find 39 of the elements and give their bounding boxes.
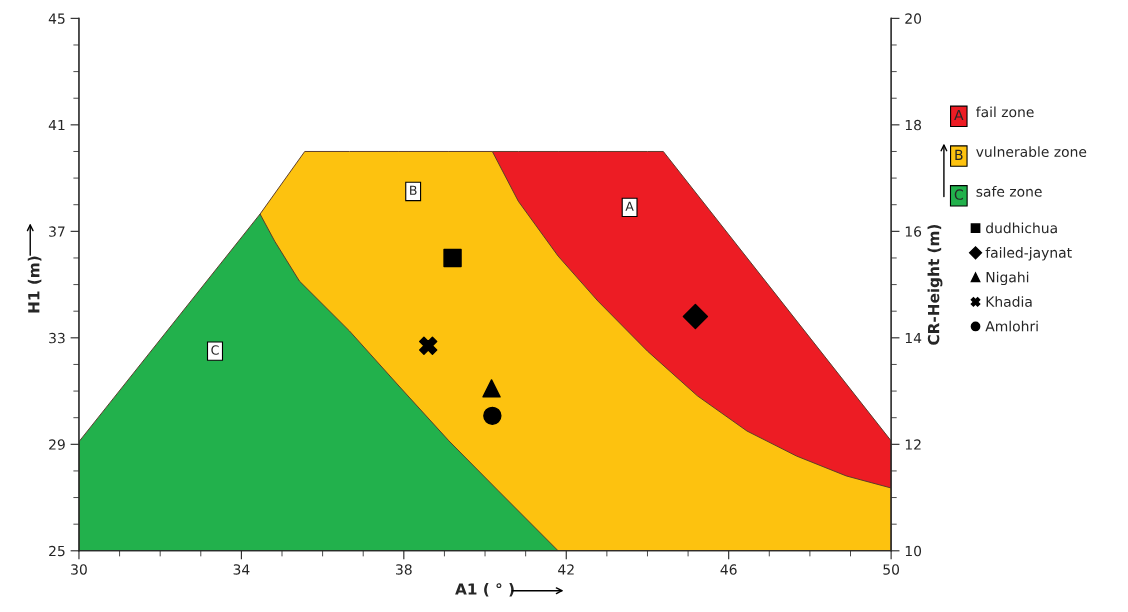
y-tick-label: 41 [48,120,65,131]
text: A [954,109,964,121]
y-tick-label: 29 [49,439,65,450]
y2-tick-label: 10 [905,545,922,557]
y-axis-title: H1 (m) [27,256,42,313]
x-tick-label: 46 [720,564,737,575]
legend-label: Amlohri [985,320,1038,332]
y-tick-label: 33 [49,332,65,344]
legend-label: fail zone [976,106,1034,118]
point [443,248,462,268]
annotation: C [211,345,219,355]
x-tick-label: 38 [396,564,412,575]
y2-tick-label: 14 [905,332,922,344]
y2-tick-label: 12 [905,439,921,450]
legend-label: Nigahi [986,271,1029,286]
point [682,303,709,330]
text: B [955,149,963,160]
y2-axis-title: CR-Height (m) [927,224,943,345]
y2-tick-label: 20 [905,13,922,24]
annotation: B [410,185,417,195]
x-tick-label: 30 [71,564,87,575]
legend-label: safe zone [976,186,1042,197]
legend-label: dudhichua [986,222,1057,234]
y2-tick-label: 18 [905,119,922,131]
x-tick-label: 50 [883,564,900,575]
legend-label: failed-jaynat [985,247,1072,261]
x-tick-label: 42 [558,564,574,575]
y-tick-label: 45 [48,13,65,24]
point [482,379,501,398]
y-tick-label: 37 [49,226,65,237]
y-tick-label: 25 [49,545,65,557]
y2-tick-label: 16 [905,226,922,237]
legend-label: Khadia [986,296,1032,307]
point [483,406,502,426]
x-tick-label: 34 [233,564,250,575]
point [418,336,438,356]
legend-label: vulnerable zone [976,146,1087,158]
annotation: A [625,201,634,211]
text: C [954,189,963,200]
